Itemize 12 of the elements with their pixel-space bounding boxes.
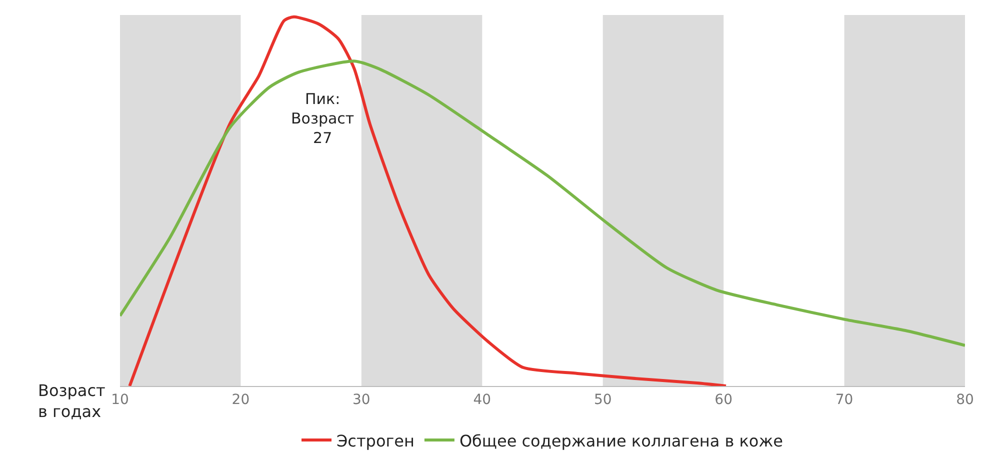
x-tick-label: 70 xyxy=(835,392,854,408)
x-axis-title: Возраст в годах xyxy=(38,381,106,421)
x-tick-label: 60 xyxy=(714,392,732,408)
x-tick-label: 50 xyxy=(594,392,612,408)
legend-label: Эстроген xyxy=(336,431,414,450)
x-tick-label: 80 xyxy=(956,392,974,408)
x-tick-label: 20 xyxy=(232,392,250,408)
legend-label: Общее содержание коллагена в коже xyxy=(459,431,783,450)
x-tick-label: 40 xyxy=(473,392,492,408)
x-tick-label: 30 xyxy=(352,392,370,408)
annotation: Пик: Возраст 27 xyxy=(291,90,354,147)
x-tick-label: 10 xyxy=(111,392,129,408)
